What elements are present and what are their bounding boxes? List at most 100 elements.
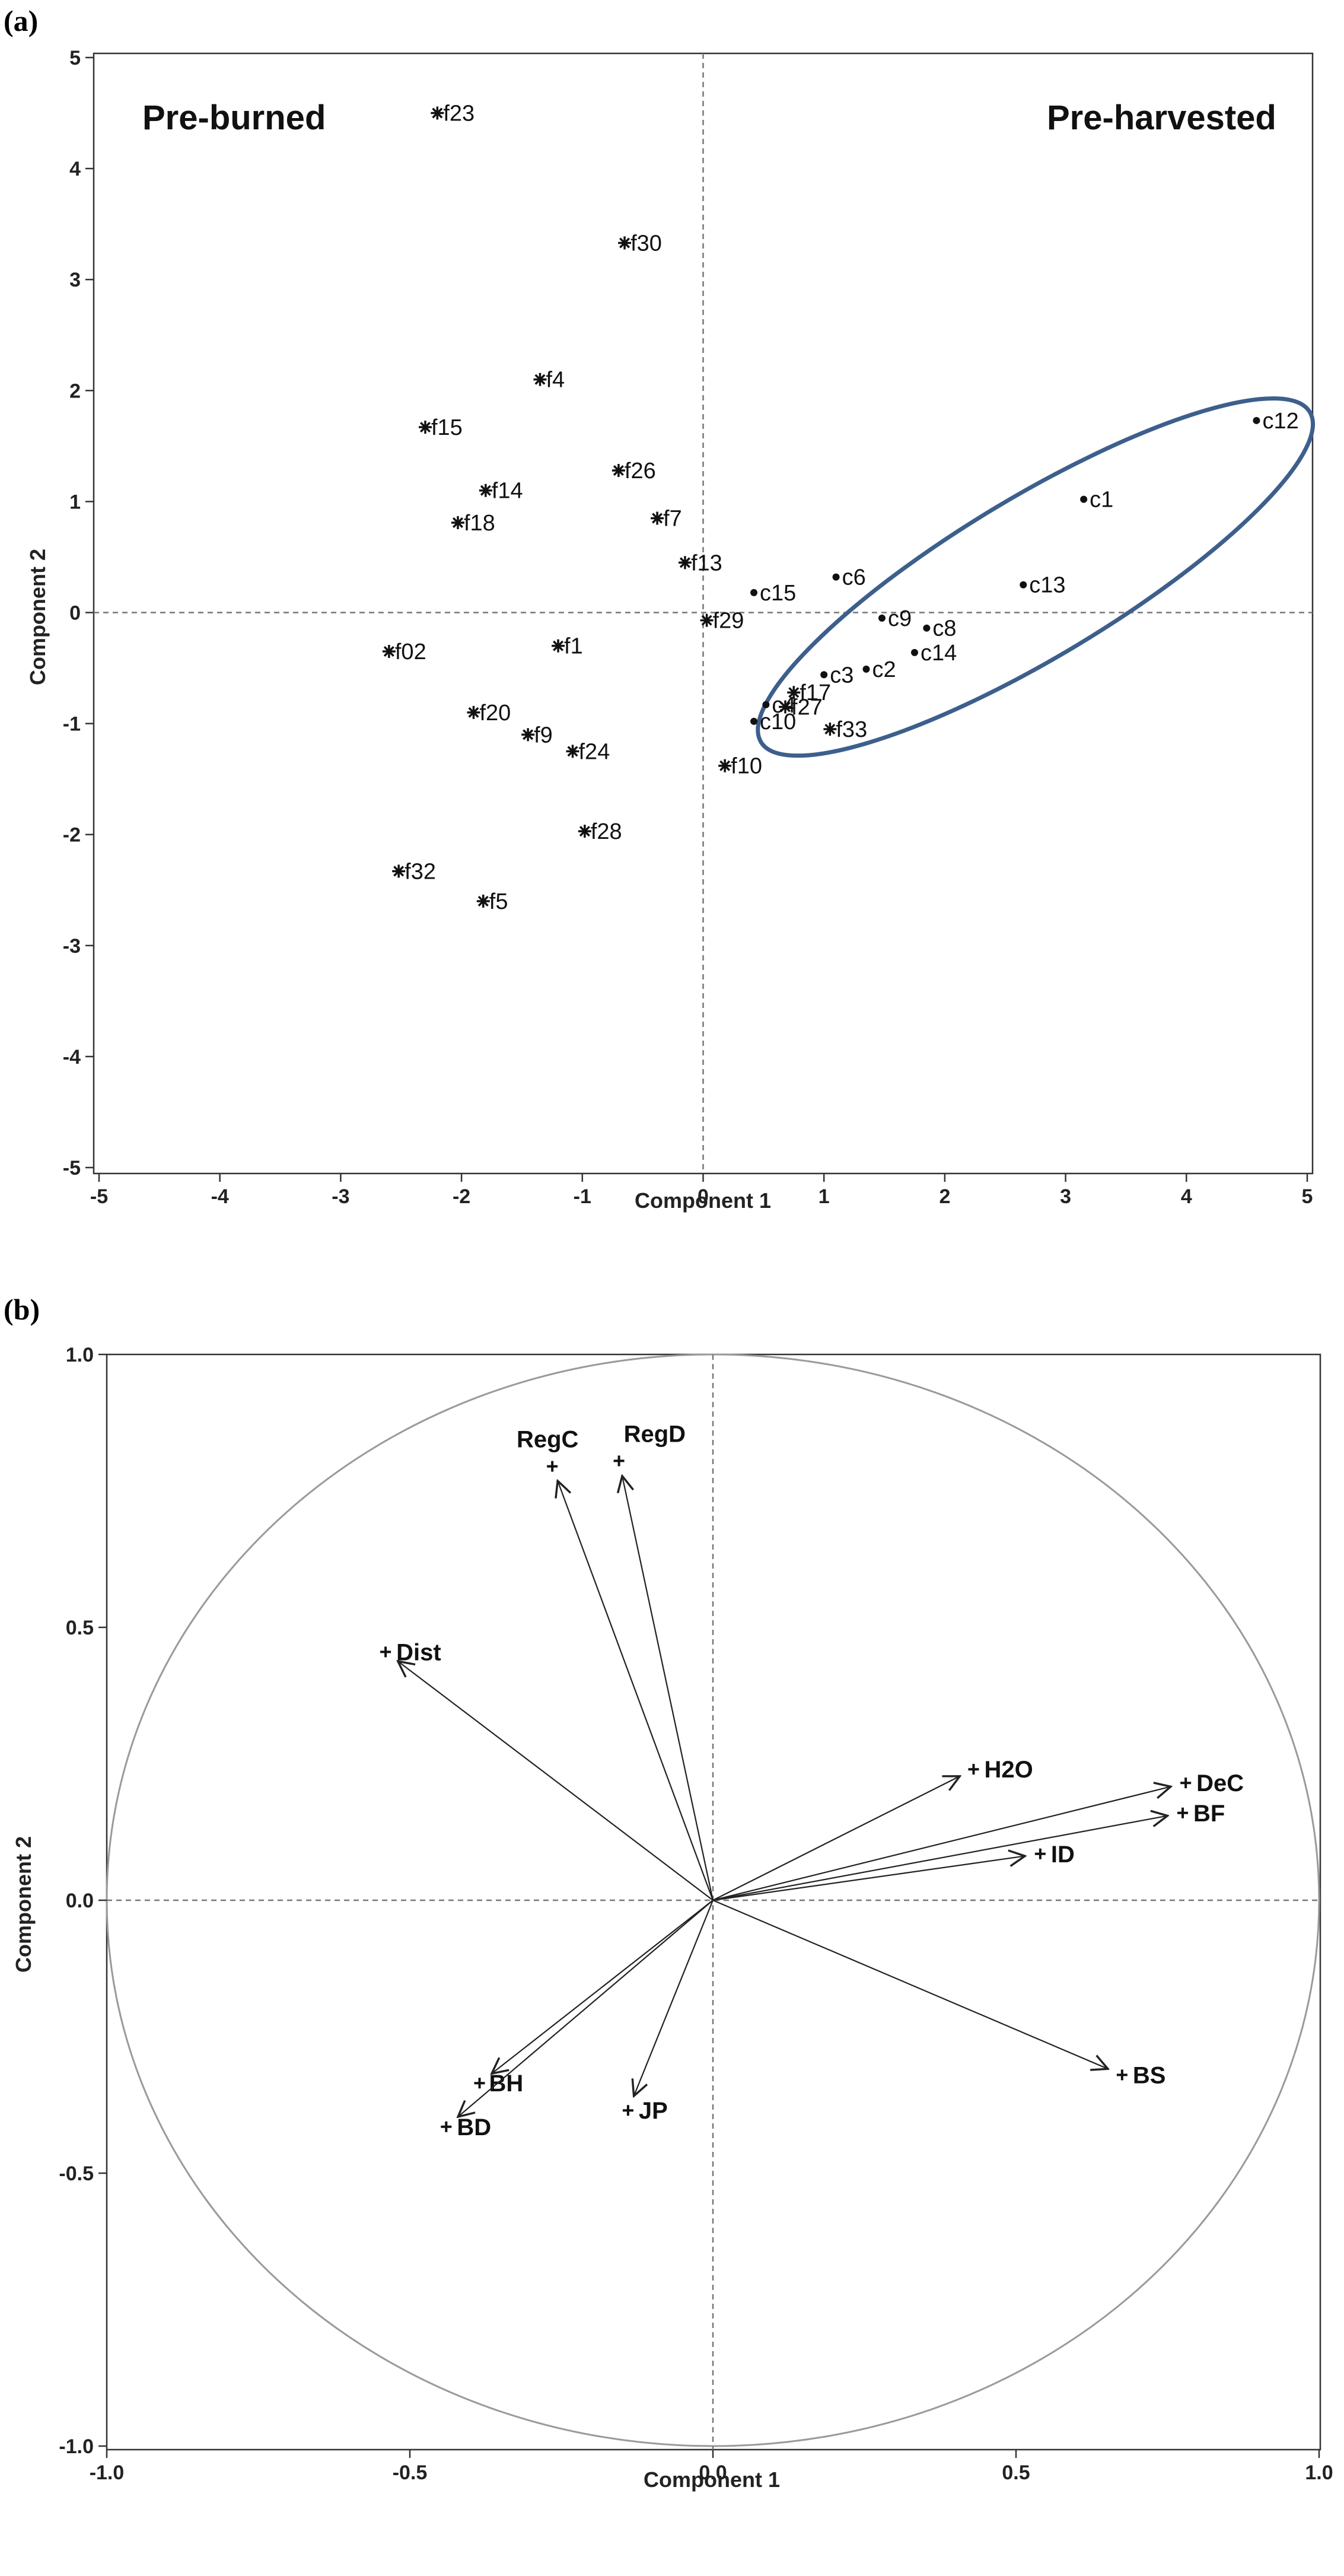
vector-arrow-RegD (622, 1476, 714, 1901)
point-label-f7: f7 (663, 506, 682, 531)
point-f02: f02 (382, 640, 426, 664)
panel-a-y-tick-label: 4 (69, 158, 81, 180)
vector-label-ID: ID (1051, 1842, 1075, 1868)
panel-b-y-tick-label: -1.0 (59, 2435, 94, 2458)
panel-b-x-tick-label: 0.0 (699, 2461, 727, 2484)
vector-RegD: RegD (613, 1421, 714, 1901)
point-marker-f10 (719, 760, 731, 771)
point-c13: c13 (1020, 573, 1066, 598)
point-c10: c10 (750, 710, 796, 734)
point-label-c10: c10 (760, 710, 796, 734)
panel-b-x-tick-label: 0.5 (1002, 2461, 1030, 2484)
point-label-f4: f4 (546, 368, 565, 393)
point-marker-f02 (383, 645, 394, 657)
point-label-f33: f33 (836, 717, 867, 742)
point-marker-f9 (523, 729, 534, 740)
pre-harvested-cluster-ellipse (756, 396, 1316, 758)
point-label-f24: f24 (579, 739, 610, 764)
panel-b-x-tick-label: -0.5 (393, 2461, 428, 2484)
point-marker-f30 (619, 237, 630, 249)
point-f28: f28 (578, 819, 622, 844)
point-marker-c10 (750, 717, 758, 725)
point-c15: c15 (750, 581, 796, 606)
panel-b-y-axis: 1.0 0.5 0.0 -0.5 -1.0 (59, 1344, 107, 2458)
panel-a-x-tick-label: -3 (332, 1185, 349, 1208)
point-marker-f33 (824, 723, 836, 734)
point-label-c2: c2 (872, 657, 896, 682)
point-marker-f7 (652, 513, 663, 524)
vector-BD: BD (441, 1900, 714, 2141)
point-f5: f5 (476, 889, 508, 914)
point-f32: f32 (392, 859, 436, 884)
point-marker-f4 (534, 374, 546, 385)
panel-a-label: (a) (4, 4, 38, 37)
point-marker-c4 (762, 701, 770, 708)
point-marker-f26 (613, 465, 624, 476)
vector-label-BH: BH (489, 2071, 524, 2097)
vector-arrow-H2O (712, 1776, 960, 1901)
point-label-f02: f02 (395, 640, 426, 664)
point-label-c8: c8 (932, 616, 956, 641)
vector-arrow-Dist (398, 1661, 714, 1901)
panel-b-vectors: RegC RegD Dist H2O DeC BF ID BS BH BD JP (380, 1421, 1244, 2141)
point-f9: f9 (521, 723, 553, 748)
vector-arrow-DeC (712, 1786, 1171, 1901)
vector-arrow-RegC (558, 1481, 714, 1901)
point-label-f27: f27 (791, 695, 823, 720)
point-marker-c8 (923, 624, 931, 632)
point-c1: c1 (1080, 488, 1113, 513)
panel-a-x-tick-label: -5 (90, 1185, 108, 1208)
point-f23: f23 (431, 101, 474, 126)
point-label-c3: c3 (830, 663, 853, 688)
point-f20: f20 (467, 701, 511, 726)
point-label-f10: f10 (731, 754, 762, 779)
panel-a-y-tick-label: 0 (69, 602, 81, 625)
panel-a-y-tick-label: -3 (63, 935, 81, 958)
point-label-f32: f32 (405, 859, 436, 884)
panel-a-y-tick-label: -1 (63, 713, 81, 736)
point-f13: f13 (678, 551, 722, 575)
panel-a-x-axis-title: Component 1 (635, 1188, 771, 1213)
point-label-f9: f9 (534, 723, 553, 748)
point-marker-f17 (788, 687, 800, 698)
panel-b-x-tick-label: 1.0 (1305, 2461, 1333, 2484)
point-label-c14: c14 (921, 641, 957, 666)
point-marker-f20 (468, 707, 479, 718)
point-c4: c4 (762, 693, 796, 718)
vector-label-DeC: DeC (1196, 1770, 1244, 1796)
panel-b-x-tick-label: -1.0 (90, 2461, 125, 2484)
pre-burned-label: Pre-burned (142, 98, 326, 137)
point-label-f15: f15 (431, 415, 463, 440)
point-marker-f32 (393, 866, 405, 877)
point-label-f5: f5 (489, 889, 508, 914)
point-label-c9: c9 (888, 606, 912, 631)
panel-b-y-tick-label: 0.0 (66, 1890, 94, 1912)
point-marker-f14 (480, 485, 491, 496)
point-marker-c14 (910, 648, 918, 656)
point-marker-f15 (419, 422, 431, 433)
pre-harvested-label: Pre-harvested (1047, 98, 1276, 137)
point-c9: c9 (878, 606, 912, 631)
panel-a-x-tick-label: 3 (1060, 1185, 1071, 1208)
panel-a-x-tick-label: 5 (1302, 1185, 1313, 1208)
panel-b-label: (b) (4, 1293, 40, 1326)
panel-a-x-tick-label: 1 (818, 1185, 830, 1208)
point-f1: f1 (552, 634, 583, 659)
point-f10: f10 (718, 754, 762, 779)
vector-BS: BS (712, 1899, 1165, 2088)
point-label-f13: f13 (691, 551, 722, 575)
vector-JP: JP (622, 1900, 714, 2124)
point-marker-f24 (567, 746, 578, 757)
panel-a-x-tick-label: 0 (698, 1185, 709, 1208)
point-label-f28: f28 (591, 819, 622, 844)
panel-a-x-axis: -5 -4 -3 -2 -1 0 1 2 3 4 5 (90, 1173, 1313, 1208)
vector-DeC: DeC (712, 1770, 1244, 1901)
panel-b-loadings: (b) -1.0 -0.5 0.0 0.5 1.0 1.00.50.0-0.5-1.0 … (4, 1293, 1333, 2492)
point-f29: f29 (700, 609, 744, 634)
vector-arrow-BH (492, 1900, 714, 2073)
vector-label-BF: BF (1193, 1801, 1225, 1827)
point-c3: c3 (820, 663, 853, 688)
panel-a-x-tick-label: -4 (211, 1185, 229, 1208)
panel-a-x-tick-label: 4 (1181, 1185, 1192, 1208)
point-marker-f29 (701, 615, 712, 626)
